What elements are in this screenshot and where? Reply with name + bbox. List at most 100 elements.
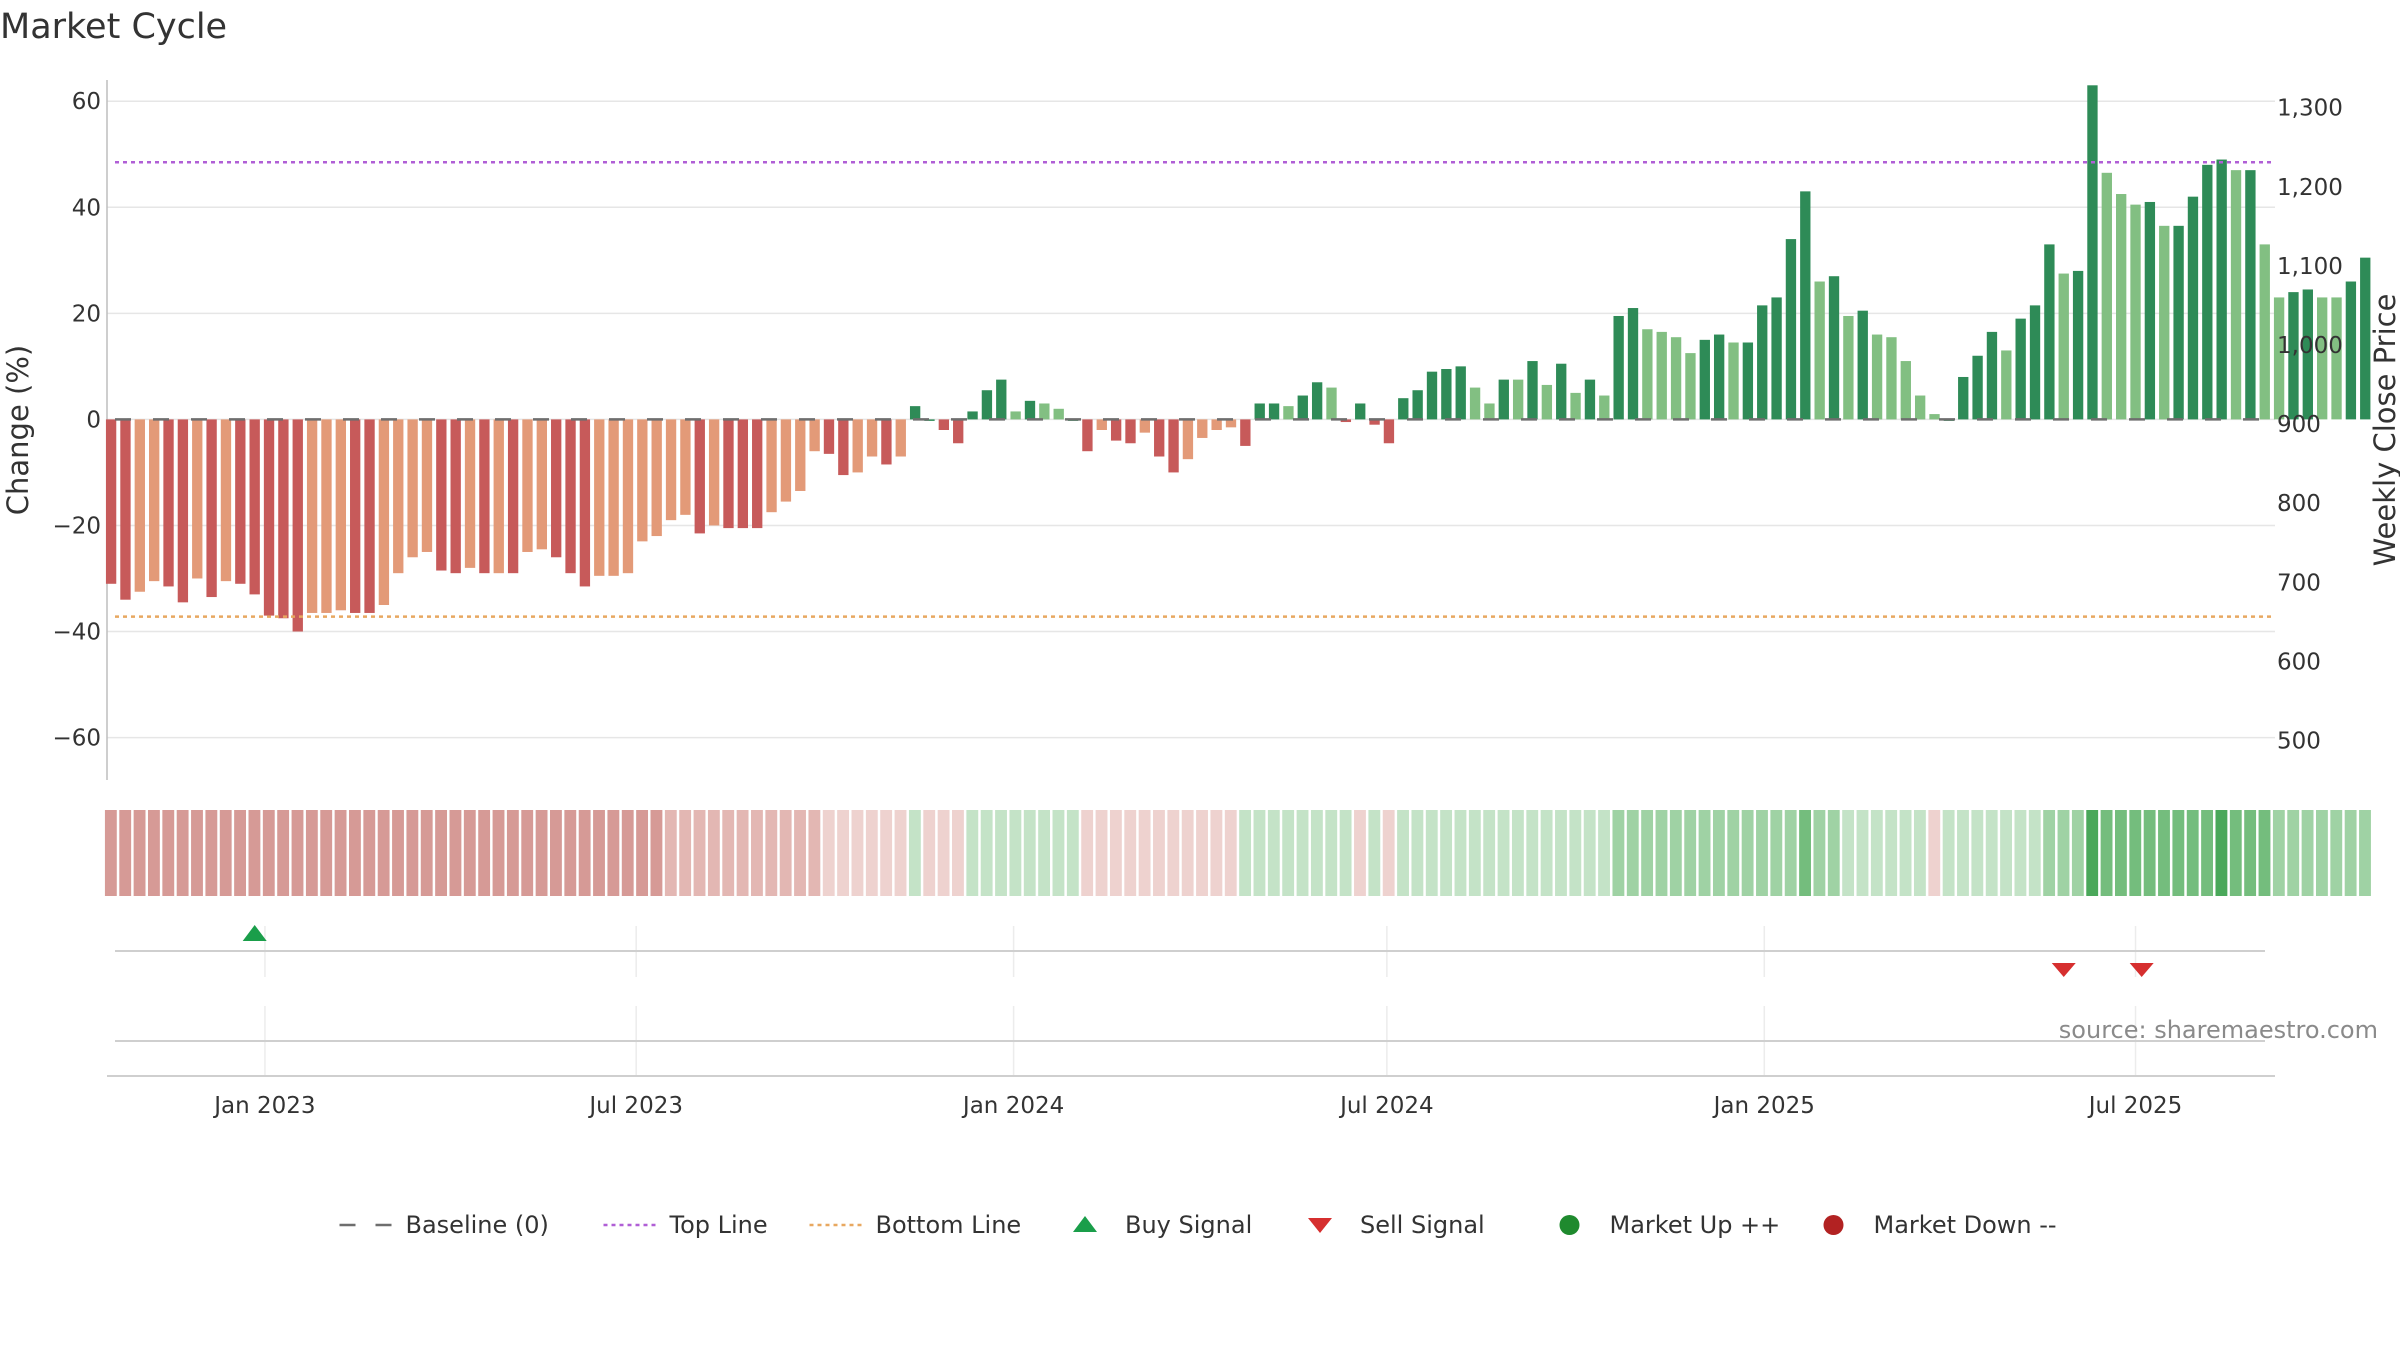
bar — [981, 390, 993, 420]
bar — [1024, 400, 1036, 420]
bar — [1627, 308, 1639, 420]
bar — [551, 419, 562, 558]
bar — [1498, 379, 1509, 420]
band-cell — [808, 810, 821, 896]
bar — [1182, 419, 1194, 460]
bar — [1613, 315, 1624, 420]
band-cell — [1684, 810, 1697, 896]
bar — [1972, 355, 1983, 420]
legend-item-down: Market Down -- — [1823, 1211, 2057, 1239]
band-cell — [162, 810, 175, 896]
band-cell — [1325, 810, 1338, 896]
y2-tick-label: 1,200 — [2277, 175, 2343, 201]
bar — [1742, 342, 1754, 420]
band-cell — [506, 810, 519, 896]
bar — [1197, 419, 1208, 438]
bar — [752, 419, 763, 529]
bar — [766, 419, 777, 513]
y2-axis-title: Weekly Close Price — [2368, 294, 2400, 567]
legend: Baseline (0) Top Line Bottom Line Buy Signa… — [339, 1211, 2057, 1239]
band-cell — [1411, 810, 1424, 896]
bar — [881, 419, 892, 465]
band-cell — [1511, 810, 1524, 896]
legend-label: Market Up ++ — [1610, 1211, 1781, 1239]
bar — [407, 419, 418, 558]
bar — [608, 419, 619, 576]
band-cell — [822, 810, 835, 896]
band-cell — [1870, 810, 1883, 896]
legend-label: Sell Signal — [1360, 1211, 1485, 1239]
band-cell — [1023, 810, 1036, 896]
bar — [1541, 384, 1553, 420]
bar — [953, 419, 964, 444]
bar — [1986, 331, 1998, 420]
band-cell — [291, 810, 304, 896]
band-cell — [2014, 810, 2027, 896]
y2-tick-label: 1,300 — [2277, 96, 2343, 122]
bar — [1082, 419, 1093, 452]
band-cell — [1368, 810, 1381, 896]
band-cell — [1569, 810, 1582, 896]
legend-item-bottom: Bottom Line — [809, 1211, 1021, 1239]
band-cell — [2143, 810, 2156, 896]
band-cell — [1167, 810, 1180, 896]
x-tick-label: Jul 2024 — [1338, 1093, 1434, 1119]
bar — [1039, 403, 1050, 420]
band-cell — [923, 810, 936, 896]
band-cell — [2028, 810, 2041, 896]
bar — [1053, 408, 1064, 420]
band-cell — [1957, 810, 1969, 896]
band-cell — [908, 810, 921, 896]
band-cell — [1741, 810, 1754, 896]
band-cell — [1124, 810, 1137, 896]
bar — [1814, 281, 1825, 420]
bar — [1484, 403, 1495, 420]
bar — [909, 406, 921, 420]
band-cell — [1282, 810, 1295, 896]
y-tick-label: 60 — [72, 89, 101, 115]
band-cell — [2086, 810, 2099, 896]
band-cell — [1583, 810, 1596, 896]
band-cell — [1052, 810, 1065, 896]
bar — [2331, 297, 2342, 420]
band-cell — [1626, 810, 1639, 896]
band-cell — [736, 810, 749, 896]
chart-title: Market Cycle — [0, 7, 227, 47]
bar — [192, 419, 203, 579]
bar — [1283, 406, 1294, 420]
bar — [507, 419, 519, 574]
bar — [335, 419, 346, 611]
bar — [2015, 318, 2026, 420]
y2-tick-label: 600 — [2277, 649, 2321, 675]
bar — [1340, 419, 1352, 423]
bar — [2044, 244, 2055, 420]
bar — [1010, 411, 1021, 420]
bar — [1455, 366, 1466, 420]
band-cell — [765, 810, 778, 896]
bar — [2345, 281, 2357, 420]
bar — [479, 419, 490, 574]
band-cell — [621, 810, 634, 896]
legend-marker — [1073, 1216, 1097, 1232]
band-cell — [478, 810, 491, 896]
y-tick-label: 20 — [72, 301, 101, 327]
bar — [2216, 159, 2227, 420]
band-cell — [219, 810, 232, 896]
y2-tick-label: 900 — [2277, 412, 2321, 438]
bar — [924, 419, 935, 421]
y2-tick-label: 800 — [2277, 491, 2321, 517]
bar — [1326, 387, 1337, 420]
bar — [163, 419, 174, 587]
band-cell — [2000, 810, 2012, 896]
bar — [1211, 419, 1222, 430]
band-cell — [406, 810, 419, 896]
band-cell — [1138, 810, 1151, 896]
bar — [1311, 382, 1323, 420]
y-tick-label: −60 — [52, 726, 101, 752]
band-cell — [1382, 810, 1395, 896]
band-cell — [1109, 810, 1122, 896]
band-cell — [420, 810, 433, 896]
band-cell — [392, 810, 404, 896]
band-cell — [894, 810, 907, 896]
band-cell — [1598, 810, 1610, 896]
